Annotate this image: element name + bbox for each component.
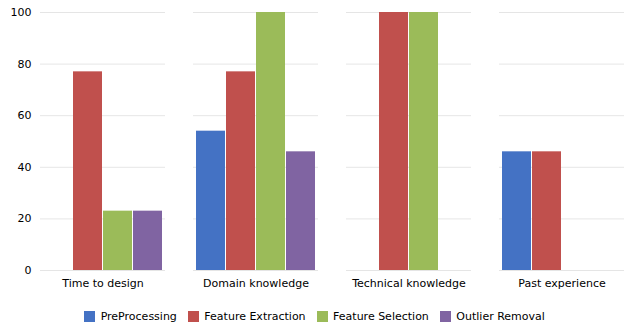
html-text:Feature Selection: Feature Selection: [333, 310, 429, 323]
svg-text:Time to design: Time to design: [61, 277, 143, 290]
svg-text:60: 60: [18, 109, 32, 122]
svg-text:0: 0: [25, 264, 32, 277]
svg-text:20: 20: [18, 212, 32, 225]
html-text:Feature Extraction: Feature Extraction: [204, 310, 306, 323]
html-text:Outlier Removal: Outlier Removal: [456, 310, 545, 323]
html-text:PreProcessing: PreProcessing: [100, 310, 177, 323]
svg-text:Domain knowledge: Domain knowledge: [203, 277, 309, 290]
svg-text:40: 40: [18, 161, 32, 174]
svg-text:Past experience: Past experience: [518, 277, 606, 290]
svg-text:100: 100: [11, 6, 32, 19]
svg-text:80: 80: [18, 58, 32, 71]
svg-text:Technical knowledge: Technical knowledge: [351, 277, 466, 290]
